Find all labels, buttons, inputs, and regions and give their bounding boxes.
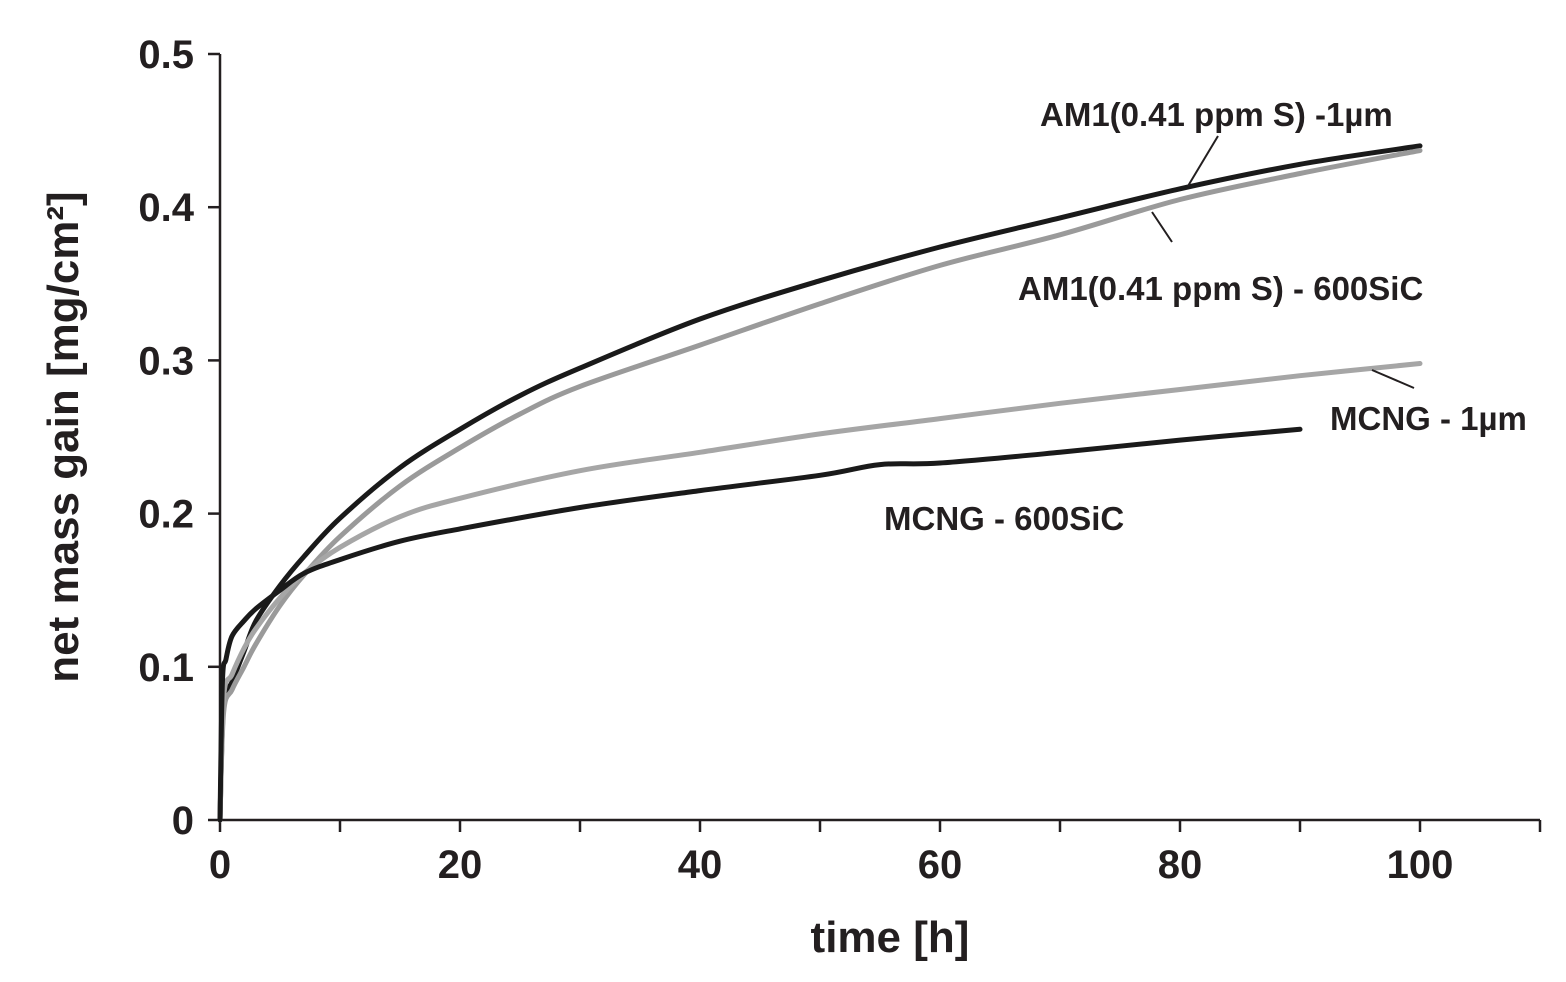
label-leader-line [1371,369,1415,389]
label-leader-line [1187,135,1219,187]
x-axis-title: time [h] [811,913,970,962]
series-label-4: MCNG - 600SiC [884,500,1124,537]
x-tick-label: 40 [678,843,723,887]
x-tick-label: 60 [918,843,963,887]
y-tick-label: 0.3 [138,339,194,383]
x-tick-label: 20 [438,843,483,887]
y-tick-label: 0.4 [138,186,194,230]
ticks: 0 0.1 0.2 0.3 0.4 0.5 0 20 40 60 80 100 [138,33,1542,887]
y-tick-label: 0 [172,799,194,843]
axes [218,54,1540,822]
series-label-1: AM1(0.41 ppm S) -1µm [1040,96,1393,133]
series-label-3: MCNG - 1µm [1330,400,1527,437]
x-tick-label: 0 [209,843,231,887]
y-axis-title: net mass gain [mg/cm²] [39,191,88,682]
series-line-4 [217,426,1303,823]
series-line-3 [217,361,1423,823]
x-tick-label: 100 [1387,843,1454,887]
series-group [217,143,1423,823]
x-tick-label: 80 [1158,843,1203,887]
y-tick-label: 0.2 [138,493,194,537]
series-label-2: AM1(0.41 ppm S) - 600SiC [1018,270,1423,307]
series-labels: AM1(0.41 ppm S) -1µm AM1(0.41 ppm S) - 60… [884,96,1527,537]
y-tick-label: 0.1 [138,646,194,690]
series-line-2 [217,148,1423,823]
label-leader-line [1151,211,1173,243]
y-tick-label: 0.5 [138,33,194,77]
